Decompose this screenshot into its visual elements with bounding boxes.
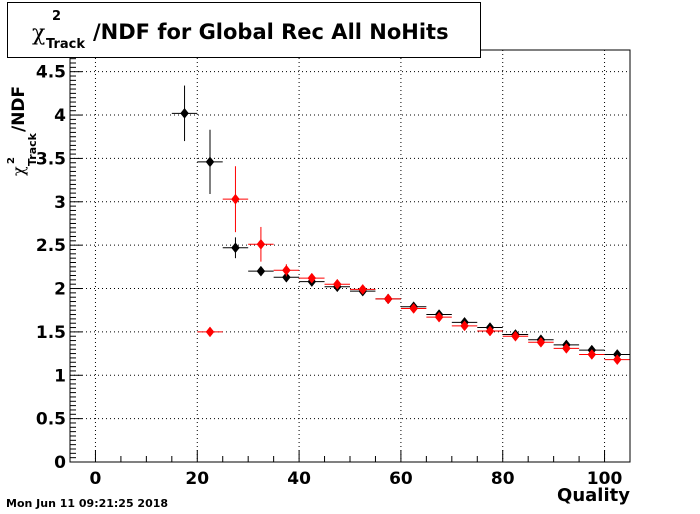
y-tick-label: 1.5 xyxy=(36,323,66,343)
timestamp: Mon Jun 11 09:21:25 2018 xyxy=(6,497,169,510)
y-tick-label: 0.5 xyxy=(36,410,66,430)
data-point-marker xyxy=(332,278,342,290)
chart-title-superscript: 2 xyxy=(52,9,62,24)
y-tick-label: 2 xyxy=(54,280,66,300)
data-point-marker xyxy=(434,311,444,323)
y-tick-label: 1 xyxy=(54,366,66,386)
y-tick-label: 4 xyxy=(54,106,66,126)
y-tick-label: 4.5 xyxy=(36,63,66,83)
data-point-marker xyxy=(511,330,520,342)
data-point-marker xyxy=(282,264,291,276)
y-tick-label: 2.5 xyxy=(36,236,66,256)
data-point-marker xyxy=(256,265,266,277)
chart-title-symbol: χ xyxy=(32,21,46,46)
x-tick-label: 100 xyxy=(587,469,623,489)
tick-labels: 0 20 40 60 80 100 0 0.5 1 1.5 2 2.5 3 3.5 4 4.5 xyxy=(36,63,623,489)
data-point-marker xyxy=(409,303,418,314)
y-axis-title: χ 2 Track /NDF xyxy=(6,86,39,176)
data-point-marker xyxy=(612,354,622,366)
y-axis-title-suffix: /NDF xyxy=(9,86,29,132)
axis-ticks xyxy=(69,49,631,463)
data-point-marker xyxy=(358,283,368,295)
x-tick-label: 80 xyxy=(491,469,515,489)
data-point-marker xyxy=(383,293,393,305)
y-tick-label: 3.5 xyxy=(36,149,66,169)
series-red xyxy=(197,166,630,366)
data-point-marker xyxy=(231,193,240,205)
x-tick-label: 0 xyxy=(90,469,102,489)
x-tick-label: 40 xyxy=(287,469,311,489)
data-point-marker xyxy=(460,320,469,332)
y-axis-title-subscript: Track xyxy=(26,132,39,166)
grid-lines xyxy=(70,50,630,462)
chart-title-subscript: Track xyxy=(46,37,85,52)
y-axis-title-symbol: χ xyxy=(9,166,28,176)
data-point-marker xyxy=(485,325,495,337)
y-tick-label: 0 xyxy=(54,453,66,473)
data-point-marker xyxy=(256,238,266,250)
data-point-marker xyxy=(205,156,215,168)
data-point-marker xyxy=(307,272,317,284)
data-point-marker xyxy=(180,107,189,119)
x-axis-title: Quality xyxy=(557,485,630,506)
y-axis-title-superscript: 2 xyxy=(6,157,17,164)
y-tick-label: 3 xyxy=(54,193,66,213)
data-point-marker xyxy=(536,336,546,348)
data-point-marker xyxy=(282,271,291,283)
data-point-marker xyxy=(231,242,240,254)
chart-title: /NDF for Global Rec All NoHits xyxy=(93,20,449,44)
x-tick-label: 60 xyxy=(389,469,413,489)
x-tick-label: 20 xyxy=(185,469,209,489)
chart-title-box: χ 2 Track /NDF for Global Rec All NoHits xyxy=(7,2,481,58)
plot-frame xyxy=(69,49,631,463)
data-point-marker xyxy=(205,326,215,338)
data-point-marker xyxy=(587,349,597,360)
data-point-marker xyxy=(562,342,571,354)
data-series xyxy=(171,85,630,366)
